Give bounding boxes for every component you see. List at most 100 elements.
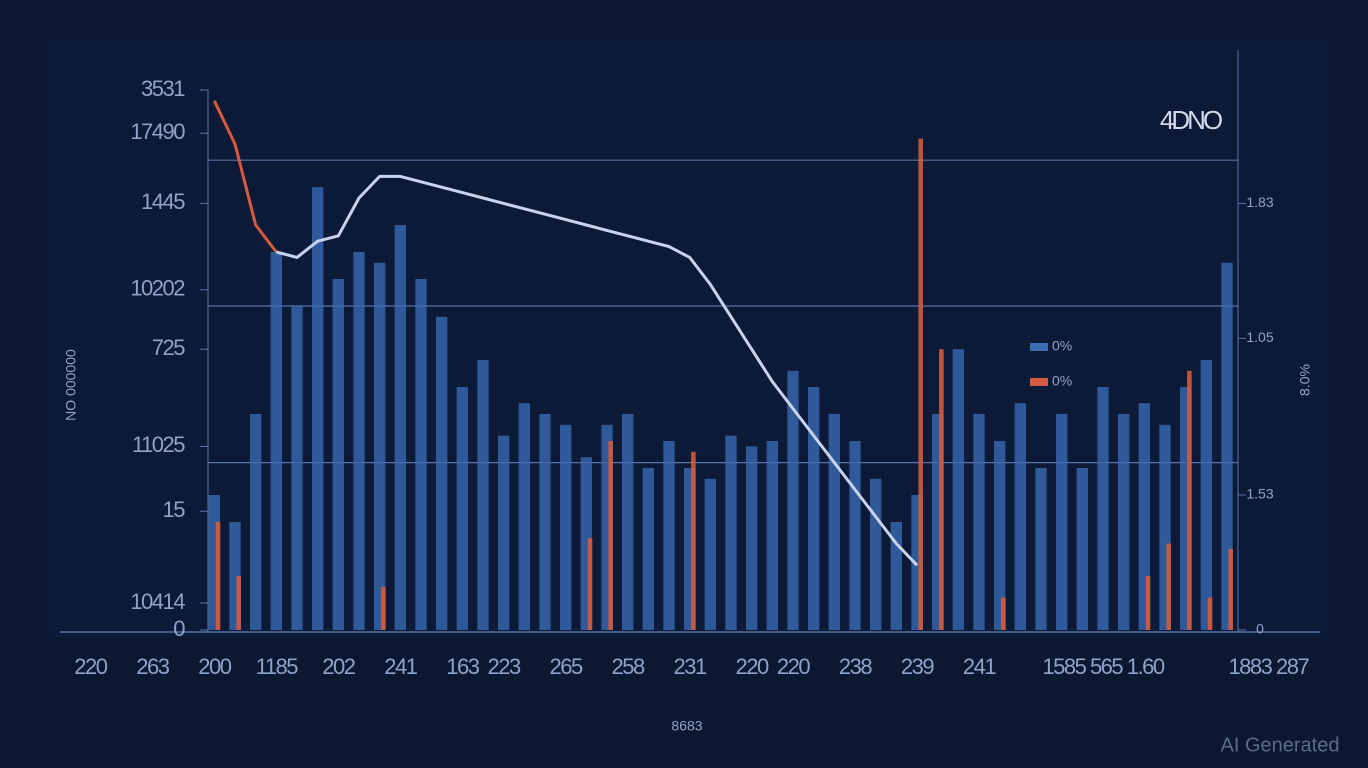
bar — [993, 441, 1006, 630]
bar — [1035, 468, 1047, 630]
y-tick-label: 1445 — [141, 189, 185, 214]
bar — [394, 225, 407, 630]
line — [275, 174, 919, 567]
y-tick-label: 10414 — [130, 589, 185, 614]
bar — [311, 187, 324, 630]
bar — [497, 435, 510, 630]
y2-tick-label: 1.53 — [1246, 486, 1273, 502]
x-tick-label: 202 — [322, 654, 355, 679]
chart-title: 4DNO — [1160, 105, 1222, 135]
x-tick-label: 220 — [74, 654, 107, 679]
bar — [1014, 403, 1027, 630]
bar — [1145, 576, 1151, 630]
bar — [229, 522, 241, 630]
y-tick-label: 11025 — [132, 432, 185, 457]
x-tick-label: 258 — [612, 654, 645, 679]
bar — [890, 522, 903, 630]
bar — [931, 414, 944, 630]
x-tick-label: 1585 565 1.60 — [1042, 654, 1164, 679]
bar — [608, 441, 613, 630]
x-tick-label: 231 — [674, 654, 707, 679]
bar — [291, 306, 303, 630]
bar — [435, 316, 448, 630]
x-tick-label: 241 — [963, 654, 996, 679]
y2-tick-label: 1.83 — [1246, 194, 1273, 210]
bar — [1001, 597, 1006, 630]
bar — [1207, 597, 1213, 630]
bar — [911, 495, 923, 630]
y-tick-label: 725 — [152, 335, 185, 360]
x-tick-label: 1185 — [256, 654, 299, 679]
bar — [683, 468, 696, 630]
bar — [918, 138, 923, 630]
bar — [539, 414, 551, 630]
bar — [621, 414, 634, 630]
bar — [642, 468, 655, 630]
bar — [787, 370, 799, 630]
bar — [332, 279, 345, 630]
y2-tick-label: 1.05 — [1246, 329, 1273, 345]
bar — [270, 252, 283, 630]
bar — [1228, 549, 1233, 630]
bar — [236, 576, 241, 630]
bar — [1097, 387, 1109, 630]
bar — [353, 252, 365, 630]
y-axis-label: NO 000000 — [63, 349, 79, 421]
bar — [208, 495, 221, 630]
y-tick-label: 10202 — [130, 276, 185, 301]
y2-tick-label: 0 — [1256, 621, 1264, 637]
bar — [691, 451, 696, 630]
x-tick-label: 220 — [777, 654, 810, 679]
bar — [952, 349, 965, 630]
x-tick-label: 223 — [488, 654, 521, 679]
bar — [849, 441, 861, 630]
line — [212, 100, 278, 253]
bar — [807, 387, 820, 630]
bar — [1221, 262, 1233, 630]
legend-swatch — [1030, 378, 1048, 386]
x-tick-label: 1883 287 — [1228, 654, 1309, 679]
bar — [1138, 403, 1151, 630]
bar — [415, 279, 427, 630]
x-tick-label: 220 — [736, 654, 769, 679]
bar — [1076, 468, 1089, 630]
y2-axis-label: 8.0% — [1297, 364, 1313, 396]
bar — [869, 478, 882, 630]
y-tick-label: 17490 — [130, 119, 185, 144]
bar — [1200, 360, 1213, 630]
bar — [725, 435, 737, 630]
bar — [587, 538, 593, 630]
y-tick-label: 3531 — [141, 76, 185, 101]
x-tick-label: 163 — [446, 654, 479, 679]
bar — [663, 441, 675, 630]
watermark: AI Generated — [1221, 734, 1340, 756]
bar — [249, 414, 262, 630]
bar — [939, 349, 944, 630]
bar — [766, 441, 779, 630]
bar — [601, 424, 613, 630]
y-tick-label: 0 — [173, 616, 185, 641]
bar — [381, 586, 386, 630]
legend-swatch — [1030, 343, 1048, 351]
x-tick-label: 238 — [839, 654, 872, 679]
bar — [745, 446, 758, 630]
bar — [973, 414, 985, 630]
x-tick-label: 263 — [136, 654, 169, 679]
bar — [704, 478, 717, 630]
bar — [1187, 370, 1192, 630]
bar — [1166, 543, 1171, 630]
bar — [1117, 414, 1130, 630]
x-tick-label: 265 — [550, 654, 583, 679]
bar — [1159, 424, 1171, 630]
bar — [477, 360, 489, 630]
bar — [518, 403, 531, 630]
bar — [215, 522, 221, 630]
bar — [373, 262, 386, 630]
bar — [559, 424, 572, 630]
legend-label: 0% — [1052, 373, 1072, 389]
bar — [456, 387, 469, 630]
legend-label: 0% — [1052, 338, 1072, 354]
x-tick-label: 200 — [198, 654, 231, 679]
